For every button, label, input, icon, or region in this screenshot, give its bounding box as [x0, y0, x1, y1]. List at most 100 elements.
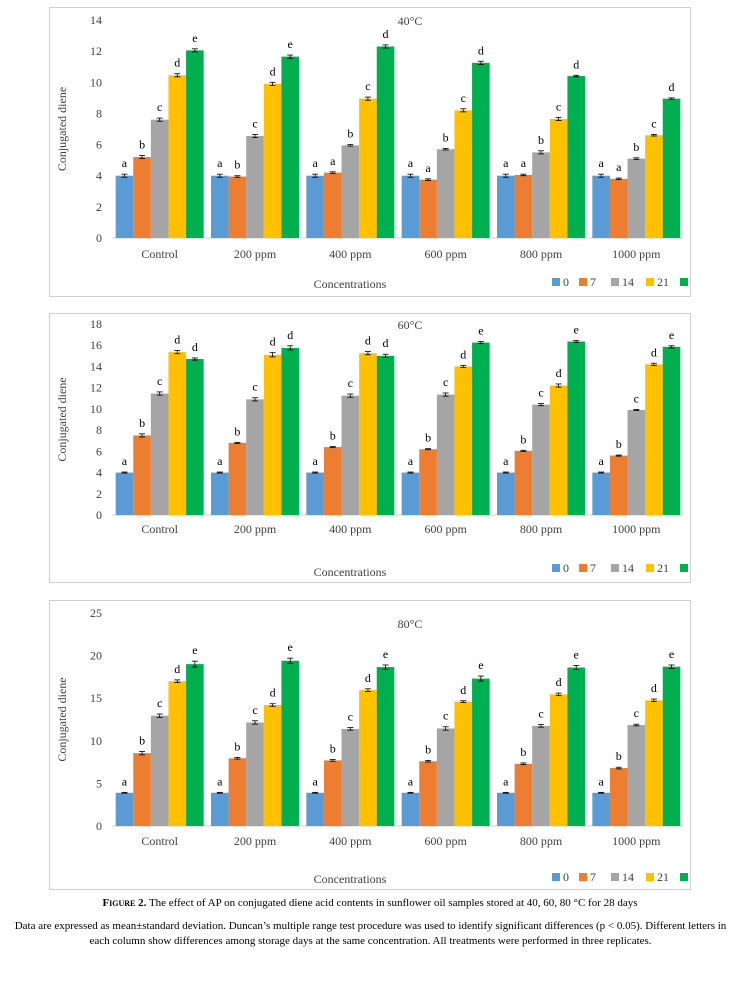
y-axis-label: Conjugated diene [55, 677, 69, 761]
bar [497, 472, 515, 515]
significance-letter: c [634, 706, 639, 720]
y-tick-label: 8 [96, 106, 102, 120]
bar [115, 175, 134, 238]
significance-letter: e [574, 322, 579, 336]
significance-letter: d [383, 27, 389, 41]
significance-letter: e [192, 643, 197, 657]
significance-letter: a [122, 156, 128, 170]
x-axis-label: Concentrations [314, 277, 387, 291]
bar [359, 353, 377, 515]
significance-letter: d [270, 686, 276, 700]
bar [186, 50, 204, 238]
significance-letter: b [347, 127, 353, 141]
legend-swatch [680, 564, 688, 572]
bar [514, 450, 533, 515]
bar [514, 174, 533, 238]
legend-label: 0 [563, 561, 569, 575]
significance-letter: d [651, 345, 657, 359]
significance-letter: c [365, 79, 370, 93]
y-tick-label: 5 [96, 776, 102, 790]
significance-letter: a [598, 454, 604, 468]
figure-caption-text: The effect of AP on conjugated diene aci… [146, 897, 638, 909]
legend-swatch [552, 564, 560, 572]
bar [359, 98, 377, 238]
bar [281, 660, 299, 826]
bar [228, 176, 247, 238]
y-tick-label: 15 [90, 691, 102, 705]
bar [341, 145, 360, 238]
significance-letter: c [157, 696, 162, 710]
significance-letter: b [425, 431, 431, 445]
bar [246, 399, 264, 515]
bar [454, 110, 473, 238]
bar [376, 667, 395, 826]
significance-letter: a [312, 454, 318, 468]
y-tick-label: 14 [90, 359, 102, 373]
significance-letter: e [669, 647, 674, 661]
bar [150, 393, 169, 515]
bar [115, 792, 134, 826]
bar [323, 447, 342, 515]
significance-letter: c [252, 380, 257, 394]
bar [532, 725, 550, 826]
significance-letter: e [383, 647, 388, 661]
y-tick-label: 0 [96, 819, 102, 833]
significance-letter: d [270, 335, 276, 349]
bar [401, 472, 420, 515]
bar [263, 83, 282, 238]
significance-letter: e [669, 328, 674, 342]
significance-letter: c [538, 386, 543, 400]
legend-label: 14 [622, 870, 634, 884]
x-category-label: 400 ppm [329, 522, 372, 536]
y-tick-label: 4 [96, 169, 102, 183]
significance-letter: b [234, 158, 240, 172]
bar [567, 667, 585, 826]
legend-label: 21 [657, 870, 669, 884]
bar [186, 664, 204, 826]
y-tick-label: 10 [90, 734, 102, 748]
significance-letter: d [174, 333, 180, 347]
figure-caption: Figure 2. The effect of AP on conjugated… [40, 897, 700, 909]
y-tick-label: 6 [96, 444, 102, 458]
bar [401, 175, 420, 238]
legend-swatch [646, 873, 654, 881]
significance-letter: e [478, 658, 483, 672]
x-category-label: 400 ppm [329, 834, 372, 848]
significance-letter: b [330, 429, 336, 443]
y-tick-label: 18 [90, 317, 102, 331]
legend-swatch [646, 278, 654, 286]
legend-swatch [552, 278, 560, 286]
y-tick-label: 25 [90, 606, 102, 620]
x-category-label: 800 ppm [520, 834, 563, 848]
bar [549, 694, 568, 826]
bar [133, 753, 151, 826]
bar [454, 366, 473, 515]
y-tick-label: 4 [96, 466, 102, 480]
x-category-label: 1000 ppm [612, 834, 661, 848]
significance-letter: a [425, 161, 431, 175]
bar [436, 394, 455, 515]
significance-letter: d [192, 340, 198, 354]
significance-letter: c [348, 710, 353, 724]
significance-letter: e [192, 31, 197, 45]
bar [662, 98, 681, 238]
bar [228, 442, 247, 515]
legend-label: 7 [590, 870, 596, 884]
bar [263, 705, 282, 826]
chart-panel-40c: 0 2 4 6 8 10 12 14 Conjugated diene a b c d e Control a… [49, 7, 691, 297]
bar [645, 700, 663, 826]
significance-letter: c [651, 116, 656, 130]
bar [376, 46, 395, 238]
significance-letter: d [174, 662, 180, 676]
significance-letter: a [503, 156, 509, 170]
bar [627, 409, 646, 515]
chart-panel-80c: 0 5 10 15 20 25 Conjugated diene a b c d e Control a b… [49, 600, 691, 890]
bar [323, 172, 342, 238]
bar [341, 395, 360, 515]
bar [359, 690, 377, 826]
significance-letter: a [217, 774, 223, 788]
bar [323, 760, 342, 826]
bar [306, 792, 324, 826]
